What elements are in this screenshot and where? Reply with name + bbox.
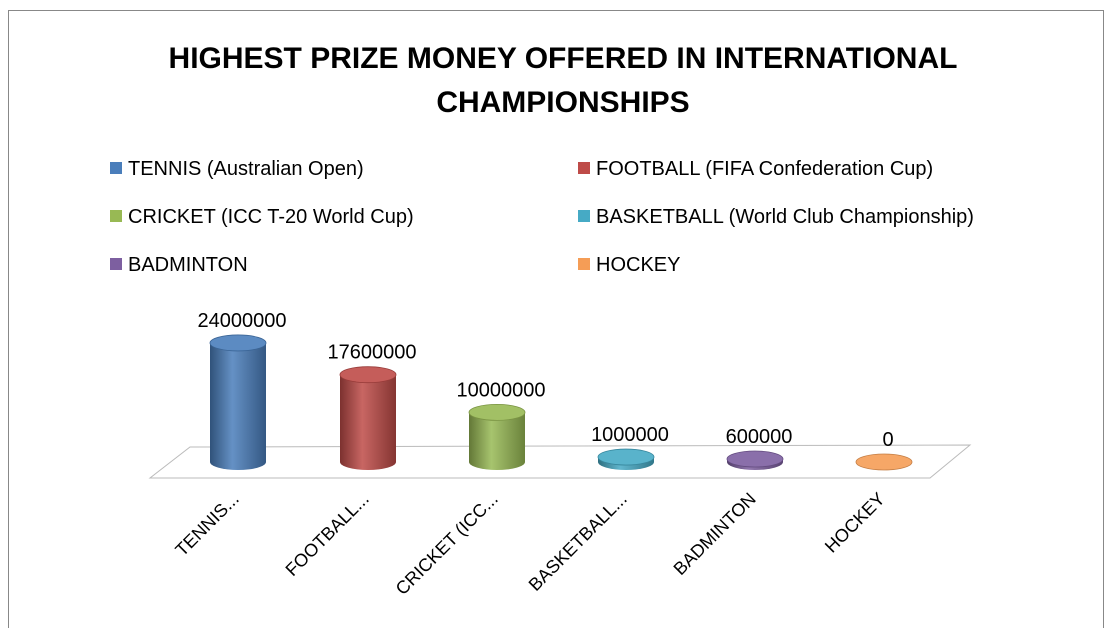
value-label: 24000000 <box>198 310 287 332</box>
bar-top <box>468 403 526 421</box>
bar <box>210 342 266 470</box>
value-label: 10000000 <box>457 379 546 401</box>
legend-swatch <box>110 162 122 174</box>
value-label: 1000000 <box>591 424 669 446</box>
chart-title: CHAMPIONSHIPS <box>436 86 689 119</box>
legend-label: HOCKEY <box>596 254 680 276</box>
legend-swatch <box>110 258 122 270</box>
chart-border <box>8 10 1104 633</box>
bar <box>340 374 396 470</box>
bar-top <box>209 334 267 352</box>
bar-top <box>339 366 397 384</box>
floor <box>148 444 972 479</box>
value-label: 17600000 <box>328 342 417 364</box>
legend-swatch <box>110 210 122 222</box>
value-label: 600000 <box>726 426 793 448</box>
legend-label: CRICKET (ICC T-20 World Cup) <box>128 206 414 228</box>
legend-label: BADMINTON <box>128 254 248 276</box>
legend-label: TENNIS (Australian Open) <box>128 158 364 180</box>
legend-swatch <box>578 258 590 270</box>
legend-label: BASKETBALL (World Club Championship) <box>596 206 974 228</box>
legend-swatch <box>578 210 590 222</box>
bar <box>469 412 525 470</box>
chart-title: HIGHEST PRIZE MONEY OFFERED IN INTERNATI… <box>169 42 958 75</box>
bar-top <box>726 450 784 468</box>
bar-top <box>855 453 913 471</box>
value-label: 0 <box>882 429 893 451</box>
legend-label: FOOTBALL (FIFA Confederation Cup) <box>596 158 933 180</box>
bar-top <box>597 448 655 466</box>
legend-swatch <box>578 162 590 174</box>
